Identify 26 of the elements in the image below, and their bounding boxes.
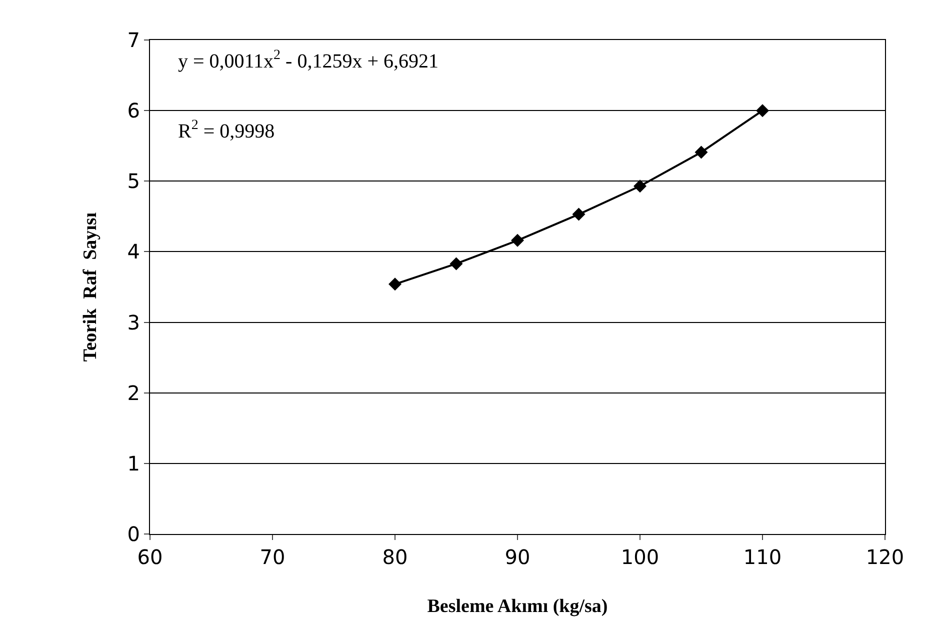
x-tick-label: 110: [743, 545, 782, 569]
x-tick-label: 80: [382, 545, 408, 569]
point: [450, 257, 463, 270]
x-axis-title: Besleme Akımı (kg/sa): [427, 596, 608, 617]
x-tick-label: 120: [866, 545, 904, 569]
x-tick-label: 60: [137, 545, 163, 569]
y-axis-title: Teorik Raf Sayısı: [80, 212, 102, 362]
y-tick-label: 1: [127, 451, 140, 476]
point: [572, 208, 586, 221]
y-tick-label: 7: [127, 28, 140, 52]
annotation: y = 0,0011x$^{2}$ - 0,1259x + 6,6921: [178, 48, 438, 72]
y-tick-label: 4: [127, 240, 140, 264]
x-tick-label: 70: [260, 545, 286, 569]
y-tick-label: 0: [127, 522, 140, 546]
point: [388, 278, 402, 291]
point: [634, 180, 646, 193]
y-tick-label: 6: [127, 98, 140, 123]
point: [511, 234, 524, 247]
point: [694, 146, 708, 159]
point: [756, 104, 769, 118]
y-tick-label: 5: [127, 169, 140, 194]
x-tick-label: 100: [620, 545, 660, 569]
x-tick-label: 90: [504, 545, 530, 569]
annotation: R$^{2}$ = 0,9998: [178, 118, 275, 142]
y-tick-label: 3: [127, 310, 140, 334]
y-tick-label: 2: [127, 380, 140, 405]
